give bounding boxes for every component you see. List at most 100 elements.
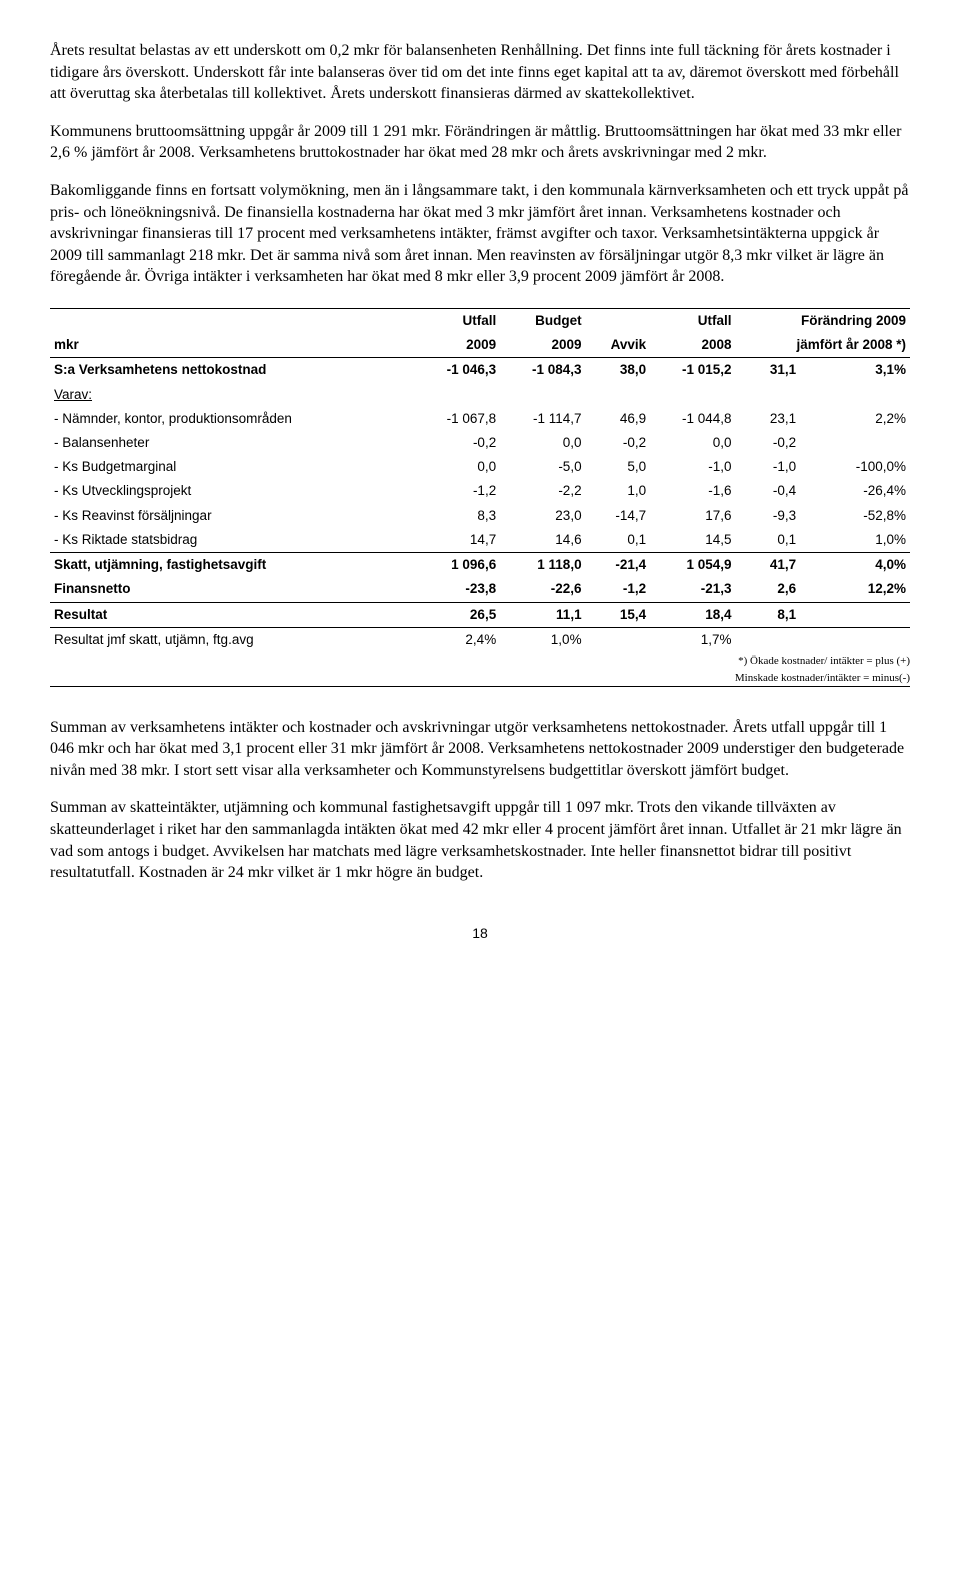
paragraph-5: Summan av skatteintäkter, utjämning och … bbox=[50, 797, 910, 883]
th-2008: 2008 bbox=[650, 333, 735, 358]
table-cell: 8,3 bbox=[415, 504, 500, 528]
table-cell: 15,4 bbox=[586, 602, 651, 627]
table-cell: 5,0 bbox=[586, 455, 651, 479]
th-forandring: Förändring 2009 bbox=[736, 309, 910, 333]
table-row: Varav: bbox=[50, 383, 910, 407]
table-cell: -0,2 bbox=[586, 431, 651, 455]
paragraph-3: Bakomliggande finns en fortsatt volymökn… bbox=[50, 180, 910, 288]
table-footnote-1: *) Ökade kostnader/ intäkter = plus (+) bbox=[50, 652, 910, 669]
table-cell: 1,0% bbox=[800, 528, 910, 553]
th-jamfort: jämfört år 2008 *) bbox=[736, 333, 910, 358]
table-cell bbox=[800, 383, 910, 407]
table-row: Resultat26,511,115,418,48,1 bbox=[50, 602, 910, 627]
table-cell bbox=[736, 383, 801, 407]
table-cell: -1,2 bbox=[586, 577, 651, 602]
paragraph-4: Summan av verksamhetens intäkter och kos… bbox=[50, 717, 910, 782]
th-avvik: Avvik bbox=[586, 333, 651, 358]
th-2009a: 2009 bbox=[415, 333, 500, 358]
table-footnote-2: Minskade kostnader/intäkter = minus(-) bbox=[50, 669, 910, 686]
table-cell: - Ks Budgetmarginal bbox=[50, 455, 415, 479]
table-row: - Ks Reavinst försäljningar8,323,0-14,71… bbox=[50, 504, 910, 528]
table-cell bbox=[800, 602, 910, 627]
table-cell: - Nämnder, kontor, produktionsområden bbox=[50, 407, 415, 431]
table-cell: -26,4% bbox=[800, 479, 910, 503]
table-cell: 1,0% bbox=[500, 627, 585, 652]
table-cell: 11,1 bbox=[500, 602, 585, 627]
table-cell: -14,7 bbox=[586, 504, 651, 528]
table-cell bbox=[800, 431, 910, 455]
table-cell: 12,2% bbox=[800, 577, 910, 602]
table-cell: 1 118,0 bbox=[500, 553, 585, 578]
table-cell: -1 067,8 bbox=[415, 407, 500, 431]
table-cell: -0,4 bbox=[736, 479, 801, 503]
table-cell: -1 114,7 bbox=[500, 407, 585, 431]
page-number: 18 bbox=[50, 924, 910, 943]
table-cell: -9,3 bbox=[736, 504, 801, 528]
table-cell: -21,3 bbox=[650, 577, 735, 602]
table-cell: -5,0 bbox=[500, 455, 585, 479]
table-cell: -22,6 bbox=[500, 577, 585, 602]
table-cell: 31,1 bbox=[736, 358, 801, 383]
table-row: - Ks Riktade statsbidrag14,714,60,114,50… bbox=[50, 528, 910, 553]
th-mkr: mkr bbox=[50, 333, 415, 358]
table-cell: 0,0 bbox=[500, 431, 585, 455]
table-cell: -1,0 bbox=[736, 455, 801, 479]
table-cell bbox=[736, 627, 801, 652]
table-cell: 14,7 bbox=[415, 528, 500, 553]
table-row: Finansnetto-23,8-22,6-1,2-21,32,612,2% bbox=[50, 577, 910, 602]
table-cell: 23,0 bbox=[500, 504, 585, 528]
table-cell: -0,2 bbox=[736, 431, 801, 455]
table-cell: 2,2% bbox=[800, 407, 910, 431]
table-cell: 0,1 bbox=[586, 528, 651, 553]
table-cell: 41,7 bbox=[736, 553, 801, 578]
table-cell: Finansnetto bbox=[50, 577, 415, 602]
table-cell: -23,8 bbox=[415, 577, 500, 602]
table-cell: - Ks Utvecklingsprojekt bbox=[50, 479, 415, 503]
table-cell: 14,6 bbox=[500, 528, 585, 553]
table-row: - Ks Budgetmarginal0,0-5,05,0-1,0-1,0-10… bbox=[50, 455, 910, 479]
table-cell: 17,6 bbox=[650, 504, 735, 528]
table-row: S:a Verksamhetens nettokostnad-1 046,3-1… bbox=[50, 358, 910, 383]
table-cell: -21,4 bbox=[586, 553, 651, 578]
table-cell bbox=[415, 383, 500, 407]
table-cell: -1,2 bbox=[415, 479, 500, 503]
table-cell: 0,0 bbox=[415, 455, 500, 479]
table-cell: 1 096,6 bbox=[415, 553, 500, 578]
table-cell: 0,1 bbox=[736, 528, 801, 553]
table-cell bbox=[800, 627, 910, 652]
table-cell bbox=[500, 383, 585, 407]
table-cell: Resultat jmf skatt, utjämn, ftg.avg bbox=[50, 627, 415, 652]
table-cell: -1,0 bbox=[650, 455, 735, 479]
th-blank bbox=[50, 309, 415, 333]
table-row: Skatt, utjämning, fastighetsavgift1 096,… bbox=[50, 553, 910, 578]
table-cell bbox=[586, 627, 651, 652]
table-cell: -1 015,2 bbox=[650, 358, 735, 383]
table-cell bbox=[586, 383, 651, 407]
table-cell: 14,5 bbox=[650, 528, 735, 553]
th-blank2 bbox=[586, 309, 651, 333]
table-cell: -1,6 bbox=[650, 479, 735, 503]
table-row: - Nämnder, kontor, produktionsområden-1 … bbox=[50, 407, 910, 431]
table-cell: 2,4% bbox=[415, 627, 500, 652]
table-cell: 1,0 bbox=[586, 479, 651, 503]
table-cell: -2,2 bbox=[500, 479, 585, 503]
table-cell: 4,0% bbox=[800, 553, 910, 578]
table-row: - Balansenheter-0,20,0-0,20,0-0,2 bbox=[50, 431, 910, 455]
table-cell: - Ks Reavinst försäljningar bbox=[50, 504, 415, 528]
table-row: - Ks Utvecklingsprojekt-1,2-2,21,0-1,6-0… bbox=[50, 479, 910, 503]
paragraph-2: Kommunens bruttoomsättning uppgår år 200… bbox=[50, 121, 910, 164]
table-cell: 38,0 bbox=[586, 358, 651, 383]
table-cell: 1,7% bbox=[650, 627, 735, 652]
table-cell: Skatt, utjämning, fastighetsavgift bbox=[50, 553, 415, 578]
table-cell: 2,6 bbox=[736, 577, 801, 602]
table-cell: -1 044,8 bbox=[650, 407, 735, 431]
paragraph-1: Årets resultat belastas av ett underskot… bbox=[50, 40, 910, 105]
table-cell: 26,5 bbox=[415, 602, 500, 627]
th-budget: Budget bbox=[500, 309, 585, 333]
table-cell: -0,2 bbox=[415, 431, 500, 455]
table-cell: Resultat bbox=[50, 602, 415, 627]
table-cell: 18,4 bbox=[650, 602, 735, 627]
table-row: Resultat jmf skatt, utjämn, ftg.avg2,4%1… bbox=[50, 627, 910, 652]
th-utfall2: Utfall bbox=[650, 309, 735, 333]
table-cell bbox=[650, 383, 735, 407]
